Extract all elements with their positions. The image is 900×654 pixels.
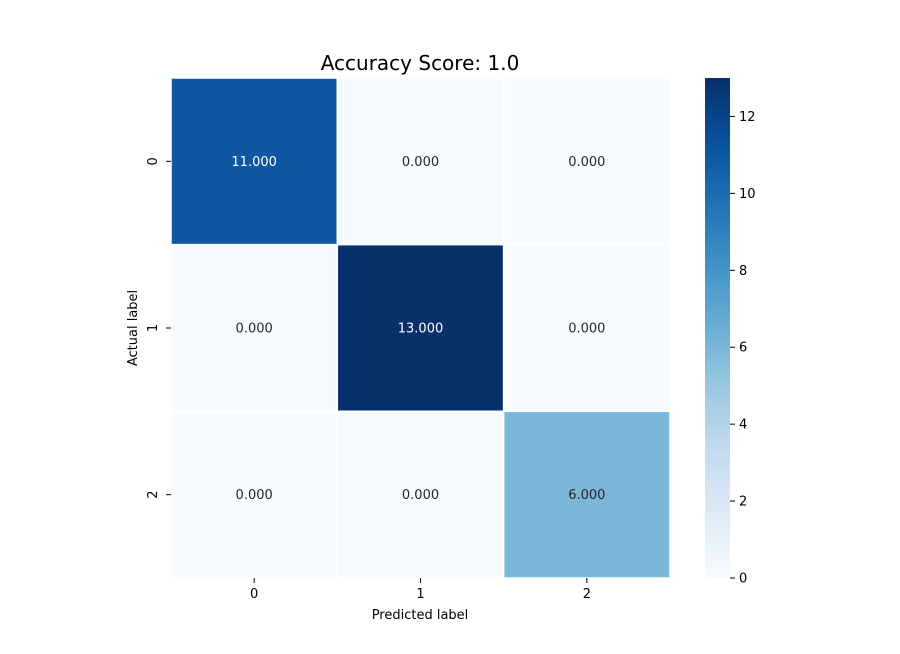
x-tick-label: 1 bbox=[416, 587, 424, 602]
cell-value-label: 0.000 bbox=[568, 155, 605, 170]
cell-value-label: 6.000 bbox=[568, 488, 605, 503]
colorbar-tick-label: 10 bbox=[739, 187, 756, 202]
y-tick-label: 2 bbox=[146, 491, 161, 499]
y-axis-ticks: 0 1 2 bbox=[146, 157, 171, 499]
y-axis-label: Actual label bbox=[126, 290, 141, 366]
colorbar-tick-label: 6 bbox=[739, 341, 747, 356]
x-tick-label: 2 bbox=[583, 587, 591, 602]
heatmap-cell-r0-c1 bbox=[336, 77, 505, 246]
colorbar-tick-label: 2 bbox=[739, 495, 747, 510]
cell-value-label: 11.000 bbox=[231, 155, 277, 170]
colorbar-gradient bbox=[705, 78, 730, 578]
cell-value-label: 0.000 bbox=[236, 488, 273, 503]
heatmap-cell-r1-c2 bbox=[502, 243, 671, 413]
heatmap-cell-r0-c2 bbox=[502, 77, 671, 246]
heatmap-cell-r2-c1 bbox=[336, 410, 505, 579]
colorbar-tick-label: 12 bbox=[739, 110, 756, 125]
heatmap-cell-r1-c0 bbox=[170, 243, 339, 413]
y-tick-label: 0 bbox=[146, 157, 161, 165]
cell-value-label: 0.000 bbox=[568, 322, 605, 337]
cell-value-label: 0.000 bbox=[402, 488, 439, 503]
heatmap-cell-r1-c1 bbox=[336, 243, 505, 413]
chart-title: Accuracy Score: 1.0 bbox=[321, 51, 520, 75]
x-axis-ticks: 0 1 2 bbox=[250, 578, 591, 602]
colorbar-tick-label: 4 bbox=[739, 418, 747, 433]
colorbar-tick-label: 8 bbox=[739, 264, 747, 279]
cell-value-label: 13.000 bbox=[398, 322, 444, 337]
colorbar-tick-label: 0 bbox=[739, 572, 747, 587]
heatmap-cell-labels: 11.000 0.000 0.000 0.000 13.000 0.000 0.000 0.0… bbox=[231, 155, 605, 503]
cell-value-label: 0.000 bbox=[236, 322, 273, 337]
heatmap-cells bbox=[170, 77, 671, 579]
x-tick-label: 0 bbox=[250, 587, 258, 602]
x-axis-label: Predicted label bbox=[372, 608, 469, 623]
colorbar: 0 2 4 6 8 10 12 bbox=[705, 78, 756, 587]
y-tick-label: 1 bbox=[146, 324, 161, 332]
heatmap-cell-r0-c0 bbox=[170, 77, 339, 246]
cell-value-label: 0.000 bbox=[402, 155, 439, 170]
